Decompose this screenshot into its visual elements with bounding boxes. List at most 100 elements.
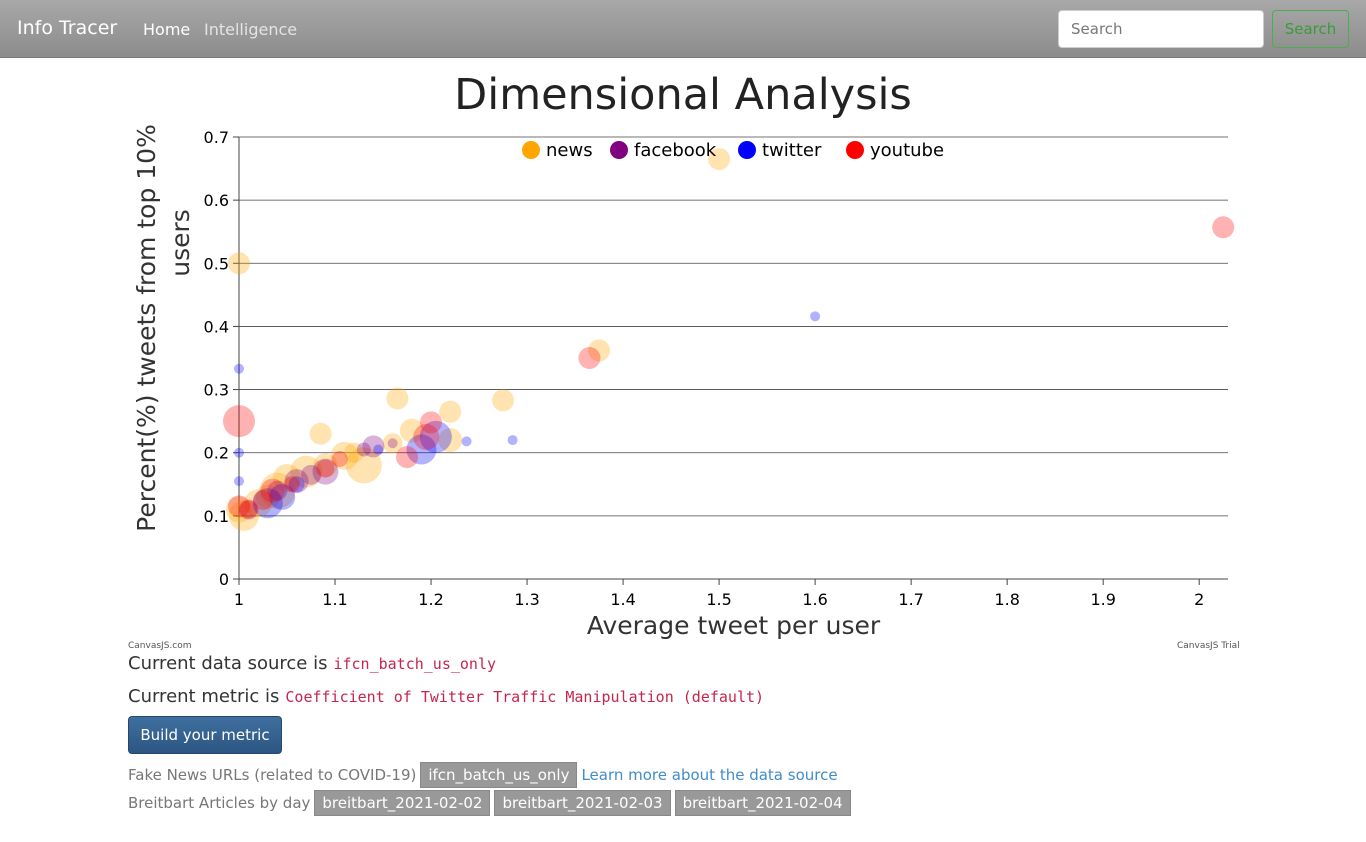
bubble-news xyxy=(345,447,382,484)
bubble-twitter xyxy=(373,444,384,455)
x-tick-label: 1.6 xyxy=(802,590,827,609)
bubble-twitter xyxy=(288,476,305,493)
legend-label-facebook: facebook xyxy=(634,140,717,161)
bubble-news xyxy=(399,418,424,443)
bubble-youtube xyxy=(283,476,300,493)
bubble-youtube xyxy=(228,495,250,518)
bubble-facebook xyxy=(301,464,322,485)
fake-news-row: Fake News URLs (related to COVID-19) ifc… xyxy=(128,762,838,788)
chart-credit-right: CanvasJS Trial xyxy=(1177,641,1240,651)
metric-value: Coefficient of Twitter Traffic Manipulat… xyxy=(285,688,765,706)
nav-intelligence-link[interactable]: Intelligence xyxy=(204,20,298,39)
bubble-twitter xyxy=(419,420,452,453)
x-tick-label: 1.4 xyxy=(610,590,635,609)
bubble-twitter xyxy=(406,434,437,465)
bubble-twitter xyxy=(234,447,244,458)
data-source-value: ifcn_batch_us_only xyxy=(333,655,497,673)
metric-line: Current metric is Coefficient of Twitter … xyxy=(128,686,764,707)
y-tick-label: 0.5 xyxy=(204,254,229,273)
breitbart-row: Breitbart Articles by day breitbart_2021… xyxy=(128,790,851,816)
bubble-twitter xyxy=(507,435,518,446)
data-source-label: Current data source is xyxy=(128,653,328,674)
chart-credit-left[interactable]: CanvasJS.com xyxy=(128,641,192,651)
y-tick-label: 0.3 xyxy=(204,381,229,400)
bubble-twitter xyxy=(234,363,244,374)
x-tick-label: 1 xyxy=(234,590,244,609)
bubble-twitter xyxy=(234,476,244,487)
x-tick-label: 1.5 xyxy=(706,590,731,609)
learn-more-link[interactable]: Learn more about the data source xyxy=(581,766,838,784)
y-tick-label: 0.7 xyxy=(204,128,229,147)
y-tick-label: 0.6 xyxy=(204,191,229,210)
bubble-facebook xyxy=(284,469,309,494)
x-tick-label: 1.9 xyxy=(1090,590,1115,609)
bubble-news xyxy=(273,463,302,492)
bubble-news xyxy=(226,496,252,523)
build-metric-button[interactable]: Build your metric xyxy=(128,716,282,754)
source-tag-breitbart-1[interactable]: breitbart_2021-02-02 xyxy=(314,790,491,816)
source-tag-breitbart-2[interactable]: breitbart_2021-02-03 xyxy=(494,790,671,816)
bubble-news xyxy=(492,389,515,412)
bubble-youtube xyxy=(223,405,255,438)
legend-marker-news xyxy=(522,141,540,159)
page-title: Dimensional Analysis xyxy=(454,70,912,120)
bubble-facebook xyxy=(387,438,398,449)
bubble-news xyxy=(330,441,359,470)
bubble-youtube xyxy=(316,459,335,478)
search-button[interactable]: Search xyxy=(1272,10,1349,48)
source-tag-breitbart-3[interactable]: breitbart_2021-02-04 xyxy=(674,790,851,816)
bubble-youtube xyxy=(413,423,440,450)
bubble-twitter xyxy=(810,311,821,322)
source-tag-ifcn[interactable]: ifcn_batch_us_only xyxy=(420,762,578,788)
y-tick-label: 0.2 xyxy=(204,444,229,463)
bubble-twitter xyxy=(269,483,296,510)
bubble-news xyxy=(228,252,250,275)
bubble-news xyxy=(382,433,403,454)
x-tick-label: 1.1 xyxy=(322,590,347,609)
x-axis-title: Average tweet per user xyxy=(587,611,881,640)
bubble-news xyxy=(244,489,273,518)
bubble-twitter xyxy=(252,488,283,519)
y-tick-label: 0.4 xyxy=(204,317,229,336)
bubble-news xyxy=(344,442,365,463)
bubble-youtube xyxy=(253,490,274,511)
bubble-youtube xyxy=(396,446,419,469)
bubble-facebook xyxy=(362,435,385,458)
search-input[interactable] xyxy=(1058,10,1264,48)
bubble-facebook xyxy=(267,480,288,501)
bubble-facebook xyxy=(356,442,371,457)
brand-logo[interactable]: Info Tracer xyxy=(17,17,118,39)
bubble-news xyxy=(259,472,296,509)
bubble-chart: 0 0.1 0.2 0.3 0.4 0.5 0.6 0.7 1 1.1 1.2 1.3 1.4 1.5 1.… xyxy=(132,124,1235,640)
bubble-news xyxy=(255,484,280,509)
fake-news-label: Fake News URLs (related to COVID-19) xyxy=(128,766,417,784)
bubble-news xyxy=(588,339,611,362)
metric-label: Current metric is xyxy=(128,686,280,707)
bubble-facebook xyxy=(312,458,339,485)
bubble-news xyxy=(309,422,332,445)
y-axis-title: Percent(%) tweets from top 10% users xyxy=(132,124,195,532)
y-tick-label: 0.1 xyxy=(204,507,229,526)
x-tick-label: 1.7 xyxy=(898,590,923,609)
bubble-news xyxy=(313,453,338,478)
bubble-twitter xyxy=(461,436,472,447)
x-tick-label: 1.8 xyxy=(994,590,1019,609)
bubble-youtube xyxy=(1212,216,1235,239)
breitbart-label: Breitbart Articles by day xyxy=(128,794,311,812)
bubble-youtube xyxy=(331,451,348,468)
legend-label-news: news xyxy=(546,140,593,161)
bubble-news xyxy=(386,387,409,410)
legend-label-youtube: youtube xyxy=(870,140,944,161)
nav-home-link[interactable]: Home xyxy=(143,20,191,39)
bubble-news xyxy=(228,500,259,531)
legend-marker-youtube xyxy=(846,141,864,159)
legend-marker-twitter xyxy=(738,141,756,159)
data-source-line: Current data source is ifcn_batch_us_only xyxy=(128,653,496,674)
bubble-news xyxy=(438,428,463,453)
x-tick-label: 1.2 xyxy=(418,590,443,609)
bubble-news xyxy=(708,148,731,171)
navbar: Info Tracer Home Intelligence Search xyxy=(0,0,1366,58)
bubble-news xyxy=(439,400,462,423)
y-tick-label: 0 xyxy=(219,570,229,589)
bubble-news xyxy=(290,455,323,488)
